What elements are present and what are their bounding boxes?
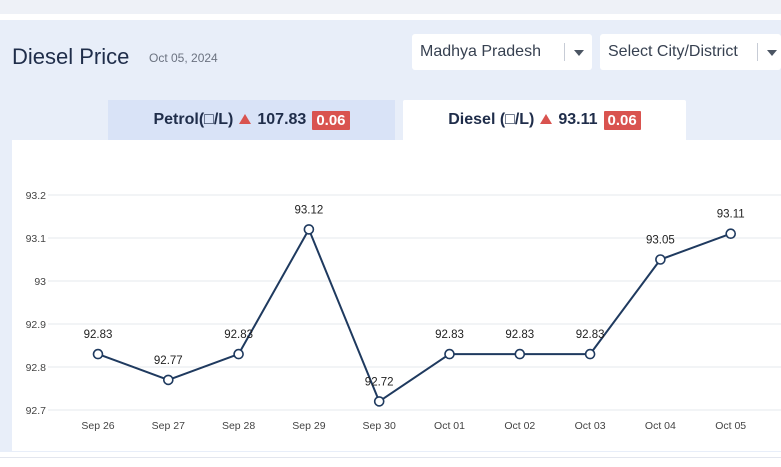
data-point bbox=[584, 348, 596, 360]
x-axis-ticks: Sep 26 Sep 27 Sep 28 Sep 29 Sep 30 Oct 01 Oct … bbox=[81, 420, 746, 432]
data-label: 92.77 bbox=[154, 355, 183, 367]
chevron-down-icon bbox=[574, 50, 584, 56]
tab-petrol-label: Petrol(□/L) bbox=[153, 111, 234, 128]
tab-diesel-price: 93.11 bbox=[558, 111, 598, 128]
x-tick-label: Oct 01 bbox=[434, 420, 465, 432]
city-select[interactable]: Select City/District bbox=[600, 34, 781, 70]
x-tick-label: Oct 04 bbox=[645, 420, 676, 432]
tab-diesel-label: Diesel (□/L) bbox=[448, 111, 535, 128]
data-point bbox=[514, 348, 526, 360]
data-labels: 92.83 92.77 92.83 93.12 92.72 92.83 92.83 92.83… bbox=[84, 204, 745, 388]
data-points bbox=[92, 224, 737, 407]
data-point bbox=[163, 374, 174, 386]
x-tick-label: Sep 29 bbox=[292, 420, 325, 432]
price-date: Oct 05, 2024 bbox=[149, 51, 218, 65]
y-tick-label: 92.8 bbox=[26, 362, 47, 374]
data-point bbox=[444, 348, 455, 360]
x-tick-label: Oct 02 bbox=[504, 420, 535, 432]
y-tick-label: 93.1 bbox=[26, 233, 47, 245]
data-label: 92.83 bbox=[505, 329, 534, 341]
data-label: 92.83 bbox=[576, 329, 605, 341]
top-strip bbox=[0, 0, 781, 14]
chevron-down-icon bbox=[767, 50, 777, 56]
y-axis-ticks: 92.7 92.8 92.9 93 93.1 93.2 bbox=[26, 190, 47, 417]
x-tick-label: Oct 05 bbox=[715, 420, 746, 432]
tab-diesel-change-badge: 0.06 bbox=[603, 110, 641, 130]
tab-diesel[interactable]: Diesel (□/L) 93.11 0.06 bbox=[403, 100, 686, 140]
chart-gridlines bbox=[48, 194, 781, 411]
state-select-value: Madhya Pradesh bbox=[420, 43, 541, 60]
y-tick-label: 93 bbox=[34, 276, 46, 288]
price-widget: Diesel Price Oct 05, 2024 Madhya Pradesh… bbox=[0, 20, 781, 452]
data-label: 92.83 bbox=[84, 329, 113, 341]
data-label: 93.05 bbox=[646, 235, 675, 247]
data-point bbox=[655, 254, 666, 265]
city-select-placeholder: Select City/District bbox=[608, 43, 738, 60]
data-point bbox=[303, 224, 315, 235]
x-tick-label: Sep 27 bbox=[152, 420, 185, 432]
triangle-up-icon bbox=[540, 114, 553, 124]
triangle-up-icon bbox=[239, 114, 252, 124]
data-label: 92.72 bbox=[365, 376, 394, 388]
y-tick-label: 93.2 bbox=[26, 190, 47, 202]
data-point bbox=[233, 348, 244, 360]
bottom-divider bbox=[0, 457, 781, 458]
data-label: 92.83 bbox=[224, 329, 253, 341]
tab-petrol-change-badge: 0.06 bbox=[312, 110, 350, 130]
tab-petrol-price: 107.83 bbox=[257, 111, 307, 128]
y-tick-label: 92.9 bbox=[26, 319, 47, 331]
data-point bbox=[373, 396, 385, 407]
data-label: 93.11 bbox=[717, 209, 745, 221]
state-select[interactable]: Madhya Pradesh bbox=[412, 34, 592, 70]
data-label: 92.83 bbox=[435, 329, 464, 341]
tab-petrol[interactable]: Petrol(□/L) 107.83 0.06 bbox=[108, 100, 395, 140]
select-divider bbox=[757, 43, 758, 61]
x-tick-label: Oct 03 bbox=[575, 420, 606, 432]
series-line bbox=[97, 228, 732, 403]
x-tick-label: Sep 28 bbox=[222, 420, 255, 432]
series-line-path bbox=[97, 228, 732, 403]
x-tick-label: Sep 26 bbox=[81, 420, 114, 432]
data-label: 93.12 bbox=[295, 204, 324, 216]
page-title: Diesel Price bbox=[12, 44, 130, 69]
data-point bbox=[92, 348, 104, 360]
y-tick-label: 92.7 bbox=[26, 405, 47, 417]
x-tick-label: Sep 30 bbox=[363, 420, 396, 432]
data-point bbox=[725, 228, 737, 239]
select-divider bbox=[564, 43, 565, 61]
chart-card: 92.7 92.8 92.9 93 93.1 93.2 Sep 26 Sep 27 Sep 2… bbox=[12, 140, 781, 451]
